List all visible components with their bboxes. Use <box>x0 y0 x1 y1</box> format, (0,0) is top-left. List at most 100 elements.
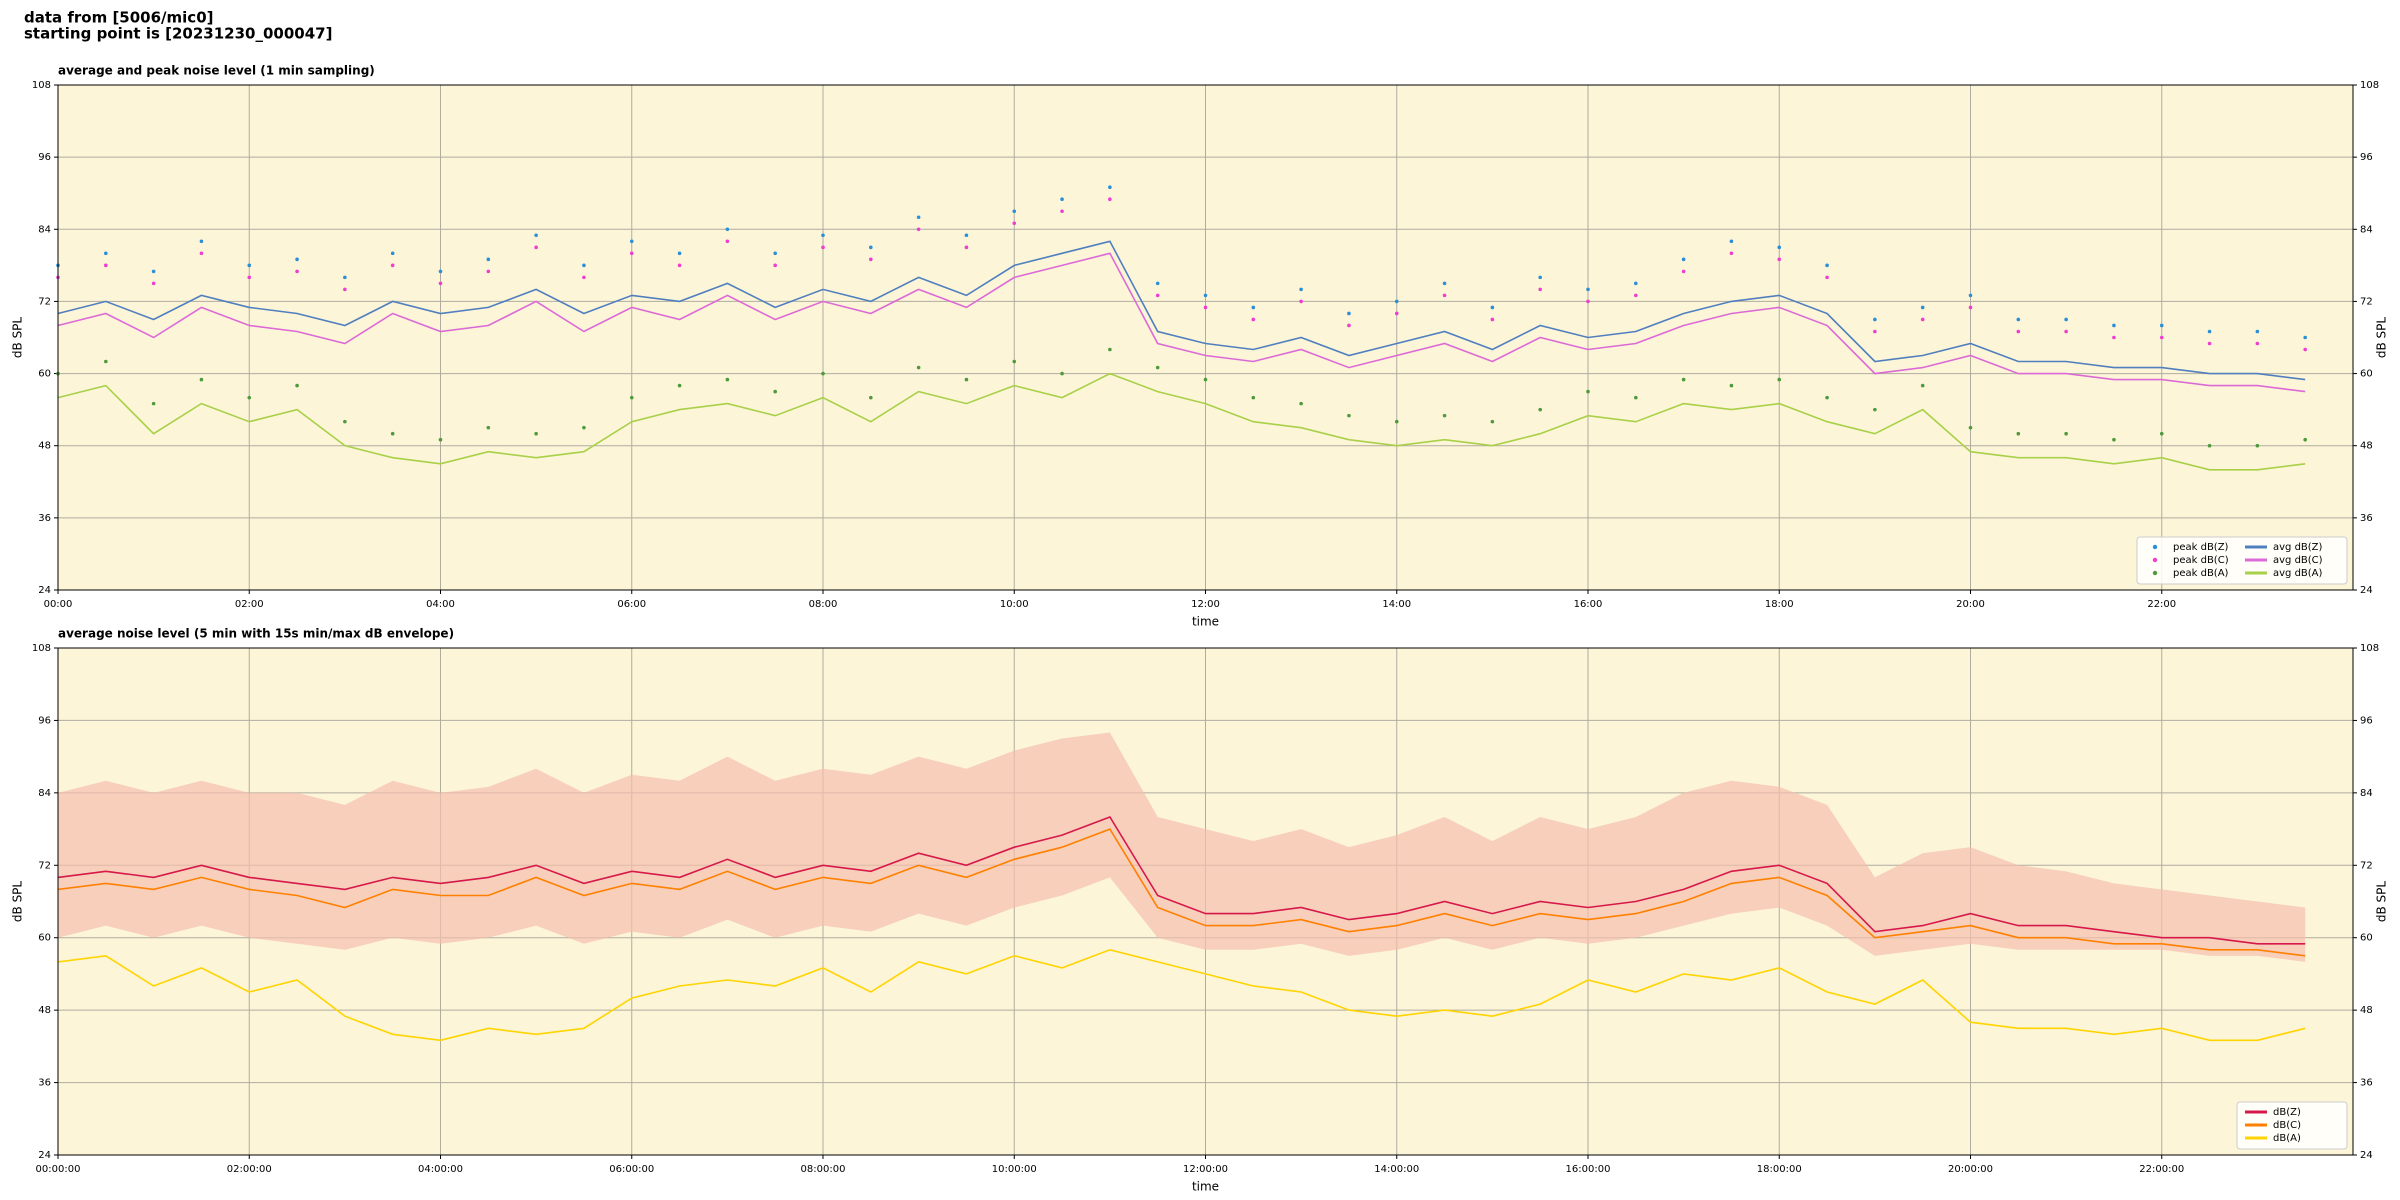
peak-dot <box>869 245 873 250</box>
x-tick-label: 22:00 <box>2147 599 2176 610</box>
peak-dot <box>1108 347 1112 352</box>
peak-dot <box>629 251 634 256</box>
x-tick-label: 00:00:00 <box>36 1164 81 1175</box>
y-tick-label: 48 <box>2360 1005 2373 1016</box>
x-tick-label: 12:00:00 <box>1183 1164 1228 1175</box>
y-tick-label: 60 <box>2360 369 2373 380</box>
peak-dot <box>2255 443 2260 448</box>
y-tick-label: 96 <box>2360 715 2373 726</box>
y-tick-label: 36 <box>2360 1078 2373 1089</box>
peak-dot <box>1920 383 1925 388</box>
peak-dot <box>2064 329 2068 334</box>
peak-dot <box>151 401 156 406</box>
x-tick-label: 18:00:00 <box>1757 1164 1802 1175</box>
y-tick-label: 96 <box>38 715 51 726</box>
peak-dot <box>2016 329 2021 334</box>
peak-dot <box>629 239 634 244</box>
peak-dot <box>1490 419 1495 424</box>
peak-dot <box>247 395 252 400</box>
y-tick-label: 60 <box>38 933 51 944</box>
peak-dot <box>1251 395 1256 400</box>
x-axis-label: time <box>1192 1180 1219 1194</box>
peak-dot <box>390 251 395 256</box>
peak-dot <box>821 245 825 250</box>
peak-dot <box>1777 245 1782 250</box>
series-line <box>57 252 2306 393</box>
peak-dot <box>1012 221 1017 226</box>
peak-dot <box>1251 317 1256 322</box>
peak-dot <box>773 251 777 256</box>
peak-dot <box>2016 317 2021 322</box>
peak-dot <box>2255 341 2260 346</box>
x-tick-label: 16:00:00 <box>1566 1164 1611 1175</box>
peak-dot <box>2159 323 2164 328</box>
peak-dot <box>1968 425 1973 430</box>
y-tick-label: 108 <box>2360 643 2379 654</box>
peak-dot <box>343 275 347 280</box>
peak-dot <box>1681 269 1686 274</box>
peak-dot <box>773 389 777 394</box>
peak-dot <box>390 431 395 436</box>
x-tick-label: 10:00:00 <box>992 1164 1037 1175</box>
peak-dot <box>2016 431 2021 436</box>
peak-dot <box>2159 335 2164 340</box>
legend-marker <box>2152 570 2158 576</box>
peak-dot <box>1634 395 1638 400</box>
peak-dot <box>438 269 443 274</box>
x-tick-label: 14:00:00 <box>1374 1164 1419 1175</box>
legend-label: avg dB(Z) <box>2273 542 2323 553</box>
peak-dot <box>1012 209 1017 214</box>
legend-label: dB(Z) <box>2273 1107 2301 1118</box>
peak-dot <box>486 425 491 430</box>
y-tick-label: 24 <box>38 585 51 596</box>
peak-dot <box>1060 197 1064 202</box>
legend-label: avg dB(C) <box>2273 555 2323 566</box>
x-tick-label: 08:00 <box>809 599 838 610</box>
peak-dot <box>438 437 443 442</box>
chart-title: average and peak noise level (1 min samp… <box>58 64 375 78</box>
peak-dot <box>1394 311 1399 316</box>
x-tick-label: 02:00 <box>235 599 264 610</box>
peak-dot <box>582 263 586 268</box>
peak-dot <box>343 419 347 424</box>
peak-dot <box>1729 239 1734 244</box>
y-tick-label: 36 <box>38 1078 51 1089</box>
peak-dot <box>1634 293 1638 298</box>
y-tick-label: 72 <box>2360 296 2373 307</box>
peak-dot <box>2112 323 2116 328</box>
y-tick-label: 36 <box>2360 513 2373 524</box>
peak-dot <box>1968 293 1973 298</box>
peak-dot <box>1873 329 1877 334</box>
peak-dot <box>199 251 204 256</box>
peak-dot <box>2207 443 2212 448</box>
peak-dot <box>725 227 730 232</box>
peak-dot <box>199 377 204 382</box>
peak-dot <box>1873 407 1877 412</box>
peak-dot <box>1777 377 1782 382</box>
series-line <box>57 816 2306 945</box>
peak-dot <box>104 359 108 364</box>
peak-dot <box>2159 431 2164 436</box>
peak-dot <box>2112 335 2116 340</box>
peak-dot <box>1203 293 1208 298</box>
peak-dot <box>1825 275 1829 280</box>
legend-box <box>2136 536 2348 585</box>
peak-dot <box>582 275 586 280</box>
peak-dot <box>1442 413 1447 418</box>
x-tick-label: 10:00 <box>1000 599 1029 610</box>
peak-dot <box>1442 293 1447 298</box>
peak-dot <box>486 257 491 262</box>
plot-marks <box>56 185 2307 471</box>
peak-dot <box>1490 317 1495 322</box>
peak-dot <box>486 269 491 274</box>
y-tick-label: 84 <box>38 224 51 235</box>
y-tick-label: 48 <box>38 441 51 452</box>
x-tick-label: 16:00 <box>1574 599 1603 610</box>
x-tick-label: 00:00 <box>44 599 73 610</box>
peak-dot <box>1060 371 1064 376</box>
peak-dot <box>677 383 682 388</box>
peak-dot <box>438 281 443 286</box>
peak-dot <box>773 263 777 268</box>
peak-dot <box>1729 251 1734 256</box>
